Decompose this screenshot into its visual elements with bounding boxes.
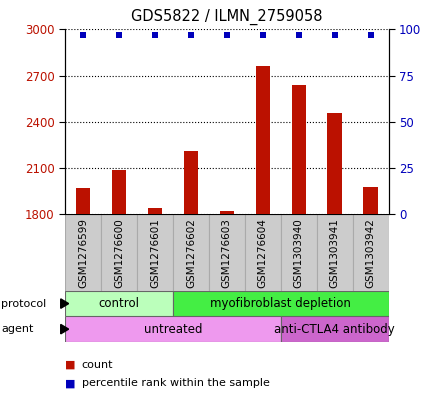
Text: agent: agent bbox=[1, 324, 33, 334]
Text: GSM1276602: GSM1276602 bbox=[186, 218, 196, 288]
Bar bbox=[317, 214, 352, 291]
Text: percentile rank within the sample: percentile rank within the sample bbox=[82, 378, 270, 388]
Text: ■: ■ bbox=[65, 360, 76, 370]
Bar bbox=[137, 214, 173, 291]
Polygon shape bbox=[61, 299, 69, 308]
Bar bbox=[245, 214, 281, 291]
Bar bbox=[112, 170, 126, 214]
Bar bbox=[256, 66, 270, 214]
Text: control: control bbox=[99, 297, 139, 310]
Text: ■: ■ bbox=[65, 378, 76, 388]
Bar bbox=[363, 187, 378, 214]
Bar bbox=[281, 316, 389, 342]
Bar bbox=[148, 208, 162, 214]
Text: GSM1276599: GSM1276599 bbox=[78, 218, 88, 288]
Text: GSM1276604: GSM1276604 bbox=[258, 218, 268, 288]
Text: GSM1303942: GSM1303942 bbox=[366, 218, 376, 288]
Text: GSM1303940: GSM1303940 bbox=[293, 218, 304, 288]
Text: GSM1276600: GSM1276600 bbox=[114, 218, 124, 288]
Polygon shape bbox=[61, 325, 69, 334]
Bar bbox=[220, 211, 234, 214]
Text: GSM1276601: GSM1276601 bbox=[150, 218, 160, 288]
Bar bbox=[184, 151, 198, 214]
Bar bbox=[65, 316, 281, 342]
Title: GDS5822 / ILMN_2759058: GDS5822 / ILMN_2759058 bbox=[131, 9, 323, 25]
Bar bbox=[173, 291, 389, 316]
Text: anti-CTLA4 antibody: anti-CTLA4 antibody bbox=[274, 323, 395, 336]
Bar bbox=[291, 85, 306, 214]
Text: GSM1303941: GSM1303941 bbox=[330, 218, 340, 288]
Bar bbox=[101, 214, 137, 291]
Text: untreated: untreated bbox=[144, 323, 202, 336]
Bar bbox=[281, 214, 317, 291]
Text: count: count bbox=[82, 360, 114, 370]
Bar bbox=[327, 112, 342, 214]
Text: GSM1276603: GSM1276603 bbox=[222, 218, 232, 288]
Bar bbox=[65, 291, 173, 316]
Text: protocol: protocol bbox=[1, 299, 46, 309]
Bar bbox=[65, 214, 101, 291]
Text: myofibroblast depletion: myofibroblast depletion bbox=[210, 297, 351, 310]
Bar bbox=[173, 214, 209, 291]
Bar bbox=[76, 188, 90, 214]
Bar bbox=[209, 214, 245, 291]
Bar bbox=[352, 214, 389, 291]
